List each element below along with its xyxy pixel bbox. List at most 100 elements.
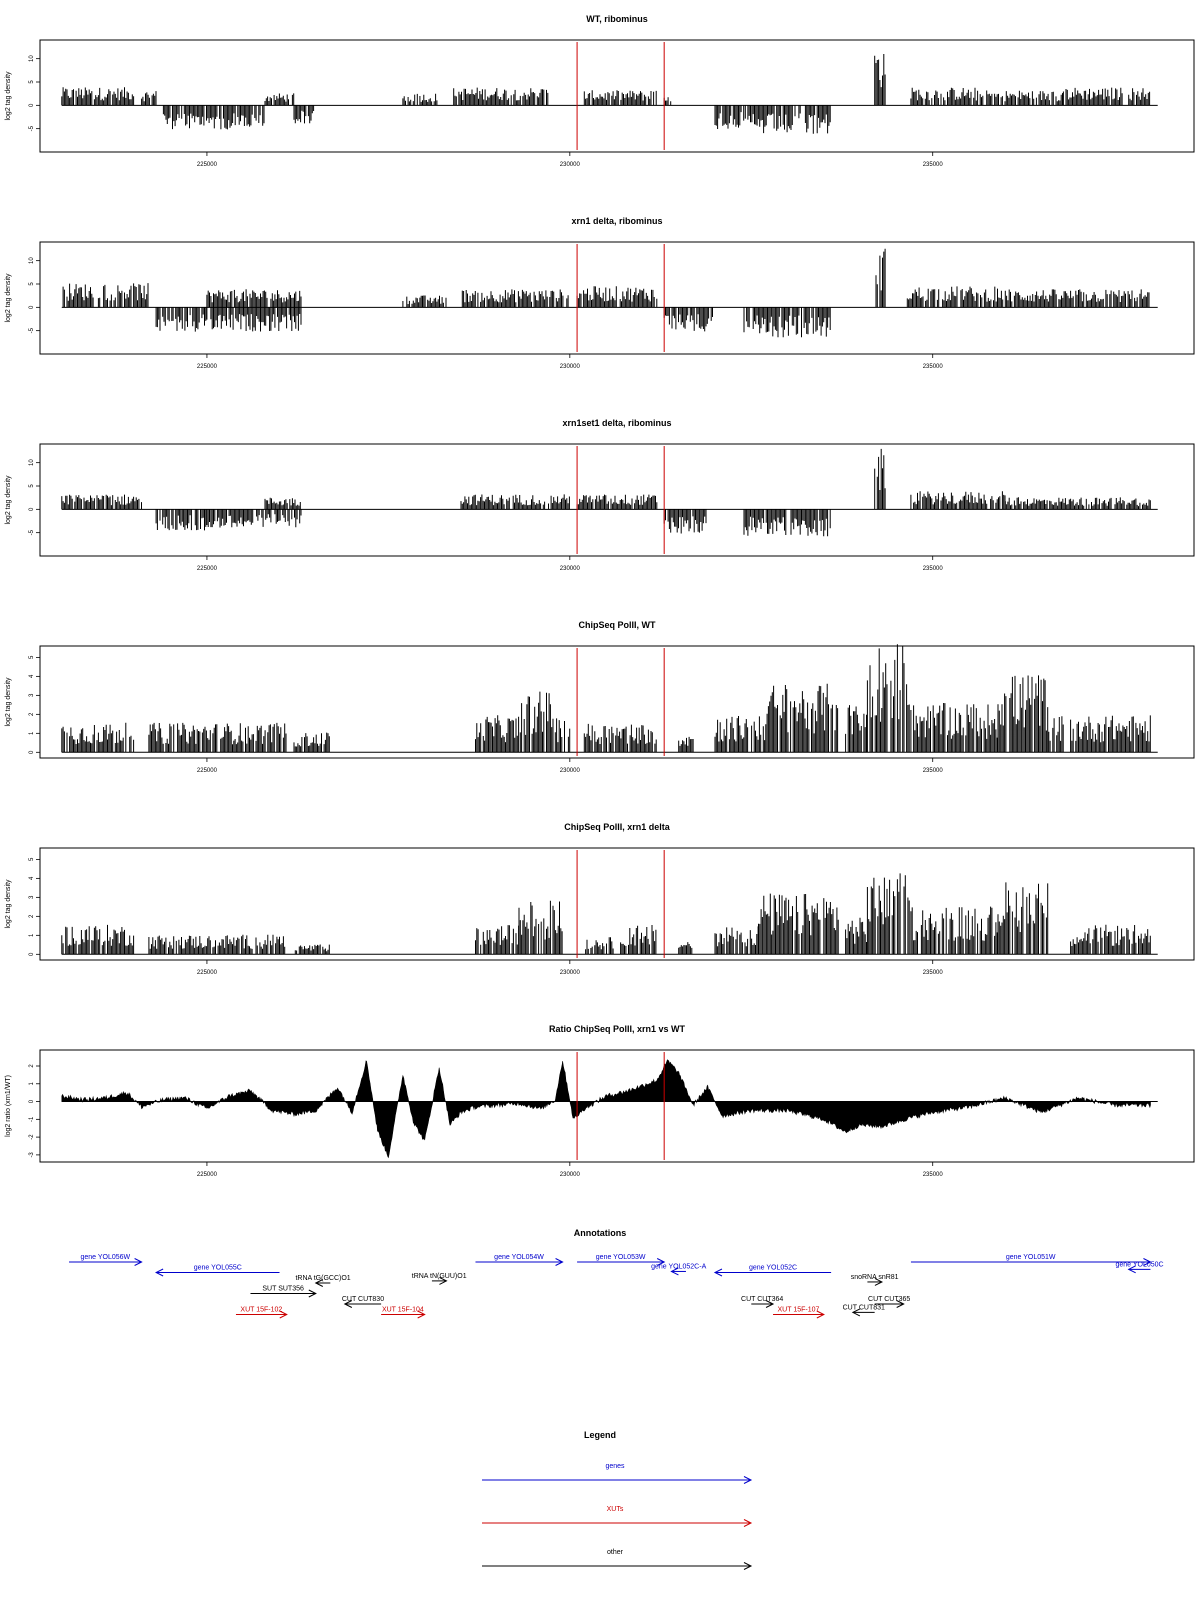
feature-arrow [381,1310,426,1319]
feature-arrow [314,1279,331,1287]
plot-frame [39,241,1195,355]
feature-arrow [867,1278,884,1286]
y-tick-label: 4 [29,876,35,880]
y-tick-label: -5 [29,529,35,535]
y-tick-label: 4 [29,674,35,678]
panel-title: Ratio ChipSeq PolII, xrn1 vs WT [549,1024,686,1034]
density-bars [61,54,1151,134]
feature-label: tRNA tN(GUU)O1 [412,1273,467,1280]
y-axis-label: log2 tag density [5,879,12,929]
feature-label: XUT 15F-107 [778,1307,820,1314]
plot-frame [39,1049,1195,1163]
y-tick-label: 1 [29,731,35,735]
panel-title: WT, ribominus [586,14,648,24]
y-tick-label: 2 [29,914,35,918]
feature-label: gene YOL052C-A [651,1263,706,1270]
x-tick-label: 225000 [197,566,218,572]
legend-arrow [482,1476,753,1484]
x-tick-label: 235000 [923,364,944,370]
feature-arrow [235,1310,288,1319]
feature-label: CUT CUT830 [342,1296,384,1303]
density-bars [62,248,1150,338]
feature-arrow [910,1258,1152,1266]
legend-label: genes [605,1463,625,1470]
panel-chip_xrn1: ChipSeq PolII, xrn1 delta log2 tag densit… [5,822,1195,976]
feature-label: gene YOL055C [194,1265,242,1272]
panel-chip_wt: ChipSeq PolII, WT log2 tag density 0 1 2 3 4 5 2… [5,620,1195,774]
feature-arrow [69,1258,143,1266]
feature-arrow [751,1300,775,1308]
feature-arrow [431,1276,448,1285]
legend-arrow [482,1519,753,1527]
feature-arrow [851,1308,875,1317]
x-tick-label: 230000 [560,364,581,370]
feature-label: XUT 15F-102 [240,1307,282,1314]
y-tick-label: 3 [29,895,35,899]
feature-arrow [773,1310,825,1319]
y-tick-label: 5 [29,857,35,861]
y-tick-label: 1 [29,1081,35,1085]
panel-title: xrn1set1 delta, ribominus [562,418,671,428]
x-tick-label: 235000 [923,566,944,572]
x-tick-label: 230000 [560,1172,581,1178]
feature-label: tRNA tG(GCC)O1 [295,1275,350,1282]
y-tick-label: 5 [29,282,35,286]
feature-arrow [343,1300,382,1308]
y-axis-label: log2 tag density [5,273,12,323]
y-tick-label: 1 [29,933,35,937]
y-tick-label: -3 [29,1152,35,1158]
plot-frame [39,39,1195,153]
plot-frame [39,847,1195,961]
ratio-area [61,1059,1151,1159]
panel-title: ChipSeq PolII, xrn1 delta [564,822,671,832]
annotations-track: gene YOL056W gene YOL055C tRNA tG(GCC)O1 SU… [69,1254,1164,1319]
feature-label: gene YOL051W [1006,1254,1056,1261]
feature-label: SUT SUT356 [262,1286,304,1293]
feature-label: snoRNA snR81 [851,1274,899,1281]
feature-label: gene YOL054W [494,1254,544,1261]
legend-title: Legend [584,1430,616,1440]
x-tick-label: 230000 [560,162,581,168]
x-tick-label: 235000 [923,162,944,168]
panel-title: ChipSeq PolII, WT [579,620,656,630]
y-tick-label: 5 [29,484,35,488]
x-tick-label: 225000 [197,162,218,168]
feature-arrow [577,1258,666,1266]
annotations-title: Annotations [574,1228,627,1238]
y-tick-label: -2 [29,1134,35,1140]
y-tick-label: 10 [29,459,35,466]
feature-label: gene YOL050C [1115,1261,1163,1268]
feature-label: CUT CUT831 [843,1304,885,1311]
feature-label: gene YOL056W [80,1254,130,1261]
density-bars [61,644,1151,753]
y-axis-label: log2 ratio (xrn1/WT) [5,1075,12,1137]
y-tick-label: -5 [29,327,35,333]
x-tick-label: 235000 [923,768,944,774]
y-tick-label: 0 [29,952,35,956]
x-tick-label: 235000 [923,1172,944,1178]
y-tick-label: 0 [29,103,35,107]
y-tick-label: 0 [29,1099,35,1103]
feature-arrow [1127,1265,1151,1274]
x-tick-label: 225000 [197,364,218,370]
x-tick-label: 225000 [197,1172,218,1178]
feature-label: XUT 15F-104 [382,1307,424,1314]
y-tick-label: -5 [29,125,35,131]
feature-arrow [155,1268,280,1277]
feature-label: CUT CUT364 [741,1296,783,1303]
y-tick-label: 0 [29,750,35,754]
y-axis-label: log2 tag density [5,71,12,121]
y-tick-label: 5 [29,655,35,659]
feature-arrow [874,1300,905,1308]
x-tick-label: 230000 [560,566,581,572]
feature-arrow [250,1289,317,1298]
y-tick-label: 5 [29,80,35,84]
feature-label: gene YOL053W [596,1254,646,1261]
y-tick-label: 3 [29,693,35,697]
x-tick-label: 230000 [560,768,581,774]
legend-label: XUTs [607,1506,624,1513]
y-tick-label: 0 [29,305,35,309]
panel-ratio: Ratio ChipSeq PolII, xrn1 vs WT log2 rati… [5,1024,1195,1178]
